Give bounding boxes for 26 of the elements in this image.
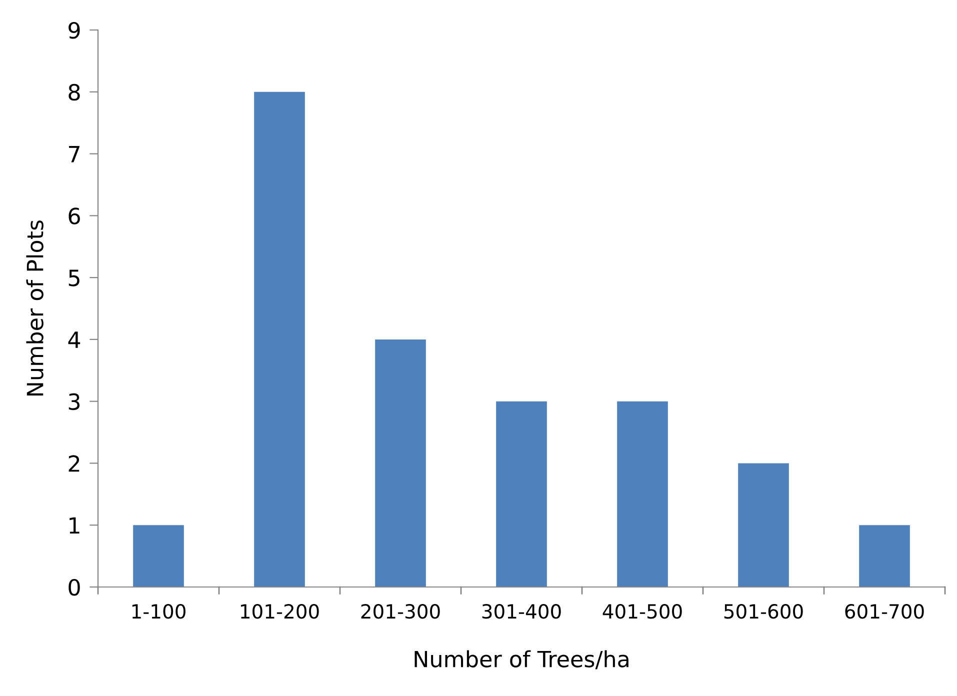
x-tick-label: 601-700 [845, 604, 924, 619]
y-tick-label: 8 [68, 84, 80, 101]
y-tick-label: 0 [68, 578, 80, 596]
bar [738, 463, 789, 587]
bar [133, 525, 184, 587]
bar [617, 401, 668, 587]
y-tick-label: 9 [68, 22, 80, 39]
x-tick-label: 501-600 [724, 604, 803, 619]
x-tick-label: 201-300 [361, 604, 440, 619]
x-tick-label: 101-200 [241, 604, 319, 619]
x-tick-label: 301-400 [482, 604, 561, 619]
y-tick-label: 5 [68, 270, 80, 286]
y-tick-label: 2 [68, 455, 80, 472]
x-tick-label: 1-100 [132, 604, 186, 619]
bar [375, 339, 426, 587]
y-tick-label: 1 [70, 517, 80, 534]
y-tick-label: 6 [68, 208, 80, 224]
y-axis-title: Number of Plots [26, 220, 44, 396]
x-axis-title: Number of Trees/ha [414, 650, 628, 670]
y-tick-label: 4 [68, 332, 80, 348]
x-tick-label: 401-500 [602, 604, 682, 619]
bar [254, 92, 305, 587]
y-tick-label: 3 [68, 393, 80, 410]
bar [496, 401, 547, 587]
bar [859, 525, 910, 587]
y-tick-label: 7 [69, 146, 80, 162]
